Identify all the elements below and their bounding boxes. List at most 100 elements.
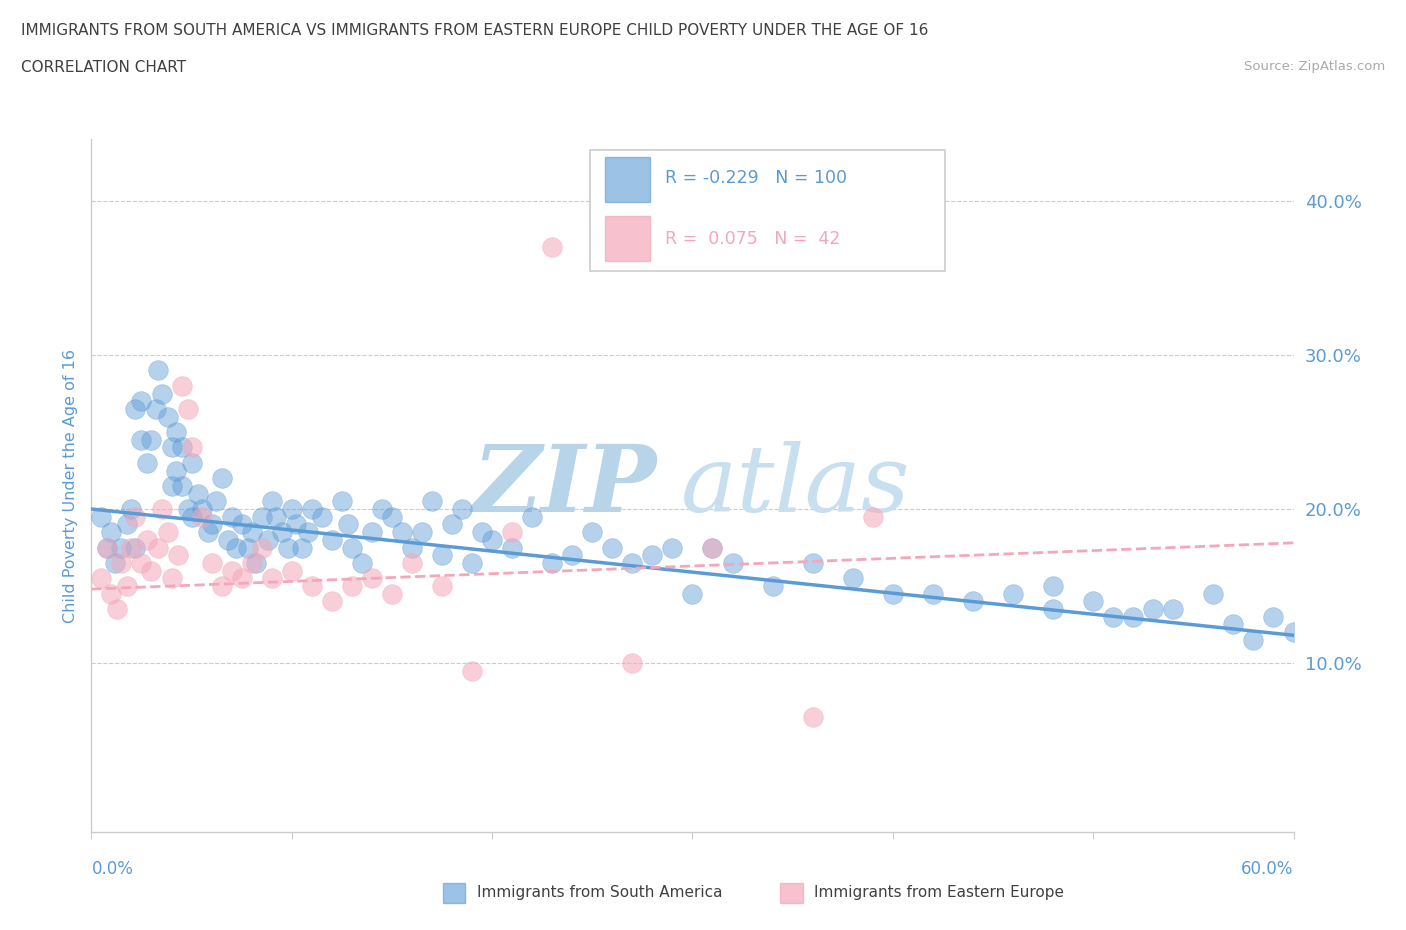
Text: ZIP: ZIP bbox=[472, 441, 657, 531]
Point bbox=[221, 510, 243, 525]
Point bbox=[301, 578, 323, 593]
Point bbox=[256, 532, 278, 547]
Point bbox=[201, 517, 224, 532]
Point bbox=[170, 379, 193, 393]
Point bbox=[141, 432, 163, 447]
Point bbox=[117, 517, 139, 532]
Point bbox=[1001, 586, 1024, 601]
Point bbox=[250, 540, 273, 555]
Point bbox=[311, 510, 333, 525]
Point bbox=[1163, 602, 1185, 617]
Point bbox=[381, 510, 404, 525]
Point bbox=[121, 540, 143, 555]
Point bbox=[451, 501, 474, 516]
Point bbox=[522, 510, 544, 525]
Point bbox=[264, 510, 287, 525]
Point bbox=[100, 586, 122, 601]
Point bbox=[146, 540, 169, 555]
Text: IMMIGRANTS FROM SOUTH AMERICA VS IMMIGRANTS FROM EASTERN EUROPE CHILD POVERTY UN: IMMIGRANTS FROM SOUTH AMERICA VS IMMIGRA… bbox=[21, 23, 928, 38]
Point bbox=[440, 517, 463, 532]
Text: Source: ZipAtlas.com: Source: ZipAtlas.com bbox=[1244, 60, 1385, 73]
Point bbox=[702, 540, 724, 555]
Point bbox=[641, 548, 664, 563]
Point bbox=[160, 440, 183, 455]
Point bbox=[922, 586, 945, 601]
Point bbox=[1042, 602, 1064, 617]
Point bbox=[131, 393, 153, 408]
Text: Immigrants from South America: Immigrants from South America bbox=[477, 885, 723, 900]
Point bbox=[221, 564, 243, 578]
Point bbox=[170, 440, 193, 455]
Point bbox=[841, 571, 863, 586]
Point bbox=[136, 456, 159, 471]
Text: CORRELATION CHART: CORRELATION CHART bbox=[21, 60, 186, 75]
Point bbox=[461, 663, 484, 678]
Point bbox=[401, 540, 423, 555]
Point bbox=[110, 555, 132, 570]
Point bbox=[107, 602, 129, 617]
Y-axis label: Child Poverty Under the Age of 16: Child Poverty Under the Age of 16 bbox=[62, 349, 77, 623]
Point bbox=[156, 525, 179, 539]
Point bbox=[96, 540, 118, 555]
Point bbox=[371, 501, 394, 516]
Text: R =  0.075   N =  42: R = 0.075 N = 42 bbox=[665, 230, 841, 247]
Bar bbox=[605, 216, 651, 260]
Point bbox=[581, 525, 603, 539]
Point bbox=[291, 540, 314, 555]
Point bbox=[681, 586, 703, 601]
Point bbox=[211, 578, 233, 593]
Text: 0.0%: 0.0% bbox=[91, 860, 134, 878]
Point bbox=[90, 510, 112, 525]
Point bbox=[602, 540, 624, 555]
Point bbox=[190, 501, 212, 516]
Point bbox=[160, 571, 183, 586]
Point bbox=[90, 571, 112, 586]
Point bbox=[561, 548, 583, 563]
Point bbox=[336, 517, 359, 532]
Point bbox=[501, 525, 523, 539]
Point bbox=[96, 540, 118, 555]
Point bbox=[165, 463, 187, 478]
Point bbox=[1083, 594, 1105, 609]
Point bbox=[621, 656, 644, 671]
Point bbox=[201, 555, 224, 570]
Text: 60.0%: 60.0% bbox=[1241, 860, 1294, 878]
Point bbox=[281, 564, 304, 578]
Point bbox=[471, 525, 494, 539]
Point bbox=[321, 594, 343, 609]
Point bbox=[160, 478, 183, 493]
Point bbox=[145, 402, 167, 417]
Point bbox=[136, 532, 159, 547]
Point bbox=[381, 586, 404, 601]
Point bbox=[180, 510, 202, 525]
Point bbox=[882, 586, 904, 601]
Point bbox=[284, 517, 307, 532]
Point bbox=[180, 456, 202, 471]
Point bbox=[146, 363, 169, 378]
Point bbox=[131, 432, 153, 447]
Point bbox=[661, 540, 683, 555]
Point bbox=[270, 525, 292, 539]
Point bbox=[340, 540, 363, 555]
Point bbox=[245, 555, 267, 570]
Text: R = -0.229   N = 100: R = -0.229 N = 100 bbox=[665, 168, 846, 187]
Point bbox=[204, 494, 226, 509]
Text: Immigrants from Eastern Europe: Immigrants from Eastern Europe bbox=[814, 885, 1064, 900]
Point bbox=[1263, 609, 1285, 624]
Point bbox=[150, 501, 173, 516]
Point bbox=[702, 540, 724, 555]
Point bbox=[430, 578, 453, 593]
Point bbox=[124, 510, 146, 525]
Point bbox=[131, 555, 153, 570]
Point bbox=[411, 525, 433, 539]
Point bbox=[330, 494, 353, 509]
Point bbox=[862, 510, 884, 525]
Point bbox=[277, 540, 299, 555]
Point bbox=[340, 578, 363, 593]
Point bbox=[301, 501, 323, 516]
Point bbox=[360, 525, 382, 539]
Point bbox=[1202, 586, 1225, 601]
Point bbox=[260, 571, 283, 586]
Point bbox=[236, 540, 259, 555]
Point bbox=[190, 510, 212, 525]
